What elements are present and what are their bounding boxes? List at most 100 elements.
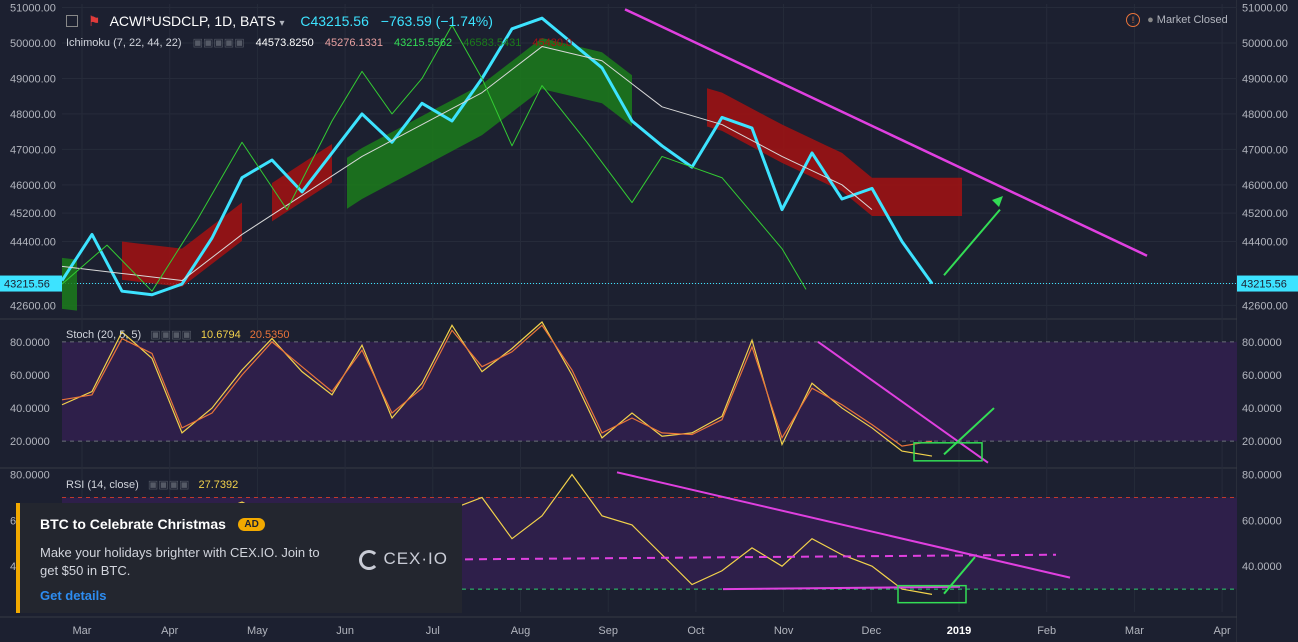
x-tick-label: May [247, 625, 268, 637]
x-tick-label: Sep [598, 625, 618, 637]
stoch-y-tick-label: 80.0000 [10, 337, 50, 349]
rsi-y-tick-label: 80.0000 [10, 470, 50, 482]
drawings [464, 8, 1148, 604]
ad-badge: AD [238, 518, 265, 531]
stoch-d-value: 20.5350 [249, 329, 290, 341]
cloud-segment [272, 144, 332, 222]
stoch-series-1 [61, 324, 933, 447]
x-tick-label: 2019 [947, 625, 971, 637]
x-tick-label: Mar [1125, 625, 1144, 637]
cloud-segment [122, 202, 242, 287]
series-line-1 [61, 46, 873, 282]
symbol-header[interactable]: ⚑ ACWI*USDCLP, 1D, BATS ▾ C43215.56 −763… [66, 13, 493, 30]
y-tick-label: 45200.00 [1242, 208, 1288, 220]
ichimoku-value-2: 45276.1331 [324, 37, 383, 49]
ad-link[interactable]: Get details [40, 588, 107, 603]
series-line-0 [60, 16, 934, 297]
ichimoku-value-4: 46583.5431 [463, 37, 522, 49]
ichimoku-value-5: 45430.0 [532, 37, 573, 49]
price-tag-label: 43215.56 [1241, 279, 1287, 291]
ad-title-text[interactable]: BTC to Celebrate Christmas [40, 516, 226, 532]
x-tick-label: Aug [511, 625, 531, 637]
cloud-segment [347, 38, 632, 209]
y-tick-label: 48000.00 [1242, 109, 1288, 121]
stoch-y-tick-label: 20.0000 [1242, 436, 1282, 448]
rsi-y-tick-label: 60.0000 [1242, 515, 1282, 527]
rsi-dashed-level [464, 553, 1057, 561]
stoch-y-tick-label: 60.0000 [10, 370, 50, 382]
rsi-value: 27.7392 [198, 479, 239, 491]
rsi-legend[interactable]: RSI (14, close) ▣▣▣▣ 27.7392 [66, 478, 238, 491]
stoch-k-value: 10.6794 [200, 329, 241, 341]
x-tick-label: Nov [774, 625, 794, 637]
price-axis [1237, 0, 1298, 642]
ad-body: Make your holidays brighter with CEX.IO.… [40, 545, 320, 578]
symbol-label[interactable]: ACWI*USDCLP, 1D, BATS [109, 13, 276, 29]
stoch-y-tick-label: 20.0000 [10, 436, 50, 448]
price-tag-label: 43215.56 [4, 279, 50, 291]
ichimoku-cloud [62, 38, 962, 311]
rsi-support-line [722, 585, 961, 591]
y-tick-label: 44400.00 [10, 237, 56, 249]
trendline [624, 8, 1148, 257]
cex-logo[interactable]: CEX·IO [359, 549, 448, 570]
cloud-segment [707, 88, 962, 217]
y-tick-label: 50000.00 [1242, 38, 1288, 50]
stoch-band [62, 341, 1237, 442]
ichimoku-value-3: 43215.5562 [394, 37, 453, 49]
rsi-y-tick-label: 40.0000 [1242, 561, 1282, 573]
ad-popup[interactable]: BTC to Celebrate Christmas AD Make your … [16, 503, 462, 613]
y-tick-label: 49000.00 [10, 73, 56, 85]
x-tick-label: Feb [1037, 625, 1056, 637]
y-tick-label: 47000.00 [1242, 144, 1288, 156]
stoch-y-tick-label: 60.0000 [1242, 370, 1282, 382]
x-tick-label: Oct [687, 625, 704, 637]
dropdown-icon[interactable]: ▾ [279, 18, 285, 29]
y-tick-label: 46000.00 [1242, 180, 1288, 192]
stoch-y-tick-label: 40.0000 [10, 403, 50, 415]
y-tick-label: 46000.00 [10, 180, 56, 192]
chart-type-icon[interactable] [66, 15, 78, 27]
stoch-highlight-box [913, 442, 983, 462]
ad-title[interactable]: BTC to Celebrate Christmas AD [40, 516, 442, 534]
status-dot-icon: ● [1147, 14, 1154, 26]
rsi-label[interactable]: RSI (14, close) [66, 479, 139, 491]
stoch-arrow [943, 407, 995, 456]
settings-icons[interactable]: ▣▣▣▣▣ [192, 37, 245, 49]
y-tick-label: 42600.00 [1242, 300, 1288, 312]
arrow-line [943, 208, 1001, 276]
y-tick-label: 51000.00 [10, 3, 56, 15]
stoch-legend[interactable]: Stoch (20, 5, 5) ▣▣▣▣ 10.6794 20.5350 [66, 328, 290, 341]
y-tick-label: 44400.00 [1242, 237, 1288, 249]
ichimoku-value-1: 44573.8250 [255, 37, 314, 49]
ichimoku-label[interactable]: Ichimoku (7, 22, 44, 22) [66, 37, 182, 49]
cex-logo-icon [359, 550, 380, 570]
market-status: ! ● Market Closed [1126, 13, 1228, 27]
y-tick-label: 48000.00 [10, 109, 56, 121]
stoch-settings-icons[interactable]: ▣▣▣▣ [150, 329, 192, 341]
ichimoku-legend[interactable]: Ichimoku (7, 22, 44, 22) ▣▣▣▣▣ 44573.825… [66, 36, 572, 49]
x-tick-label: Mar [73, 625, 92, 637]
y-tick-label: 45200.00 [10, 208, 56, 220]
stoch-label[interactable]: Stoch (20, 5, 5) [66, 329, 142, 341]
oscillators [61, 321, 1237, 595]
x-tick-label: Jul [426, 625, 440, 637]
price-label: C43215.56 [300, 13, 369, 29]
stoch-series-0 [61, 321, 933, 457]
stoch-y-tick-label: 80.0000 [1242, 337, 1282, 349]
warning-icon[interactable]: ! [1126, 13, 1140, 27]
rsi-settings-icons[interactable]: ▣▣▣▣ [147, 479, 190, 491]
y-tick-label: 50000.00 [10, 38, 56, 50]
flag-icon[interactable]: ⚑ [87, 13, 101, 29]
change-label: −763.59 (−1.74%) [380, 13, 493, 29]
rsi-arrow [943, 556, 976, 595]
x-tick-label: Apr [1214, 625, 1231, 637]
stoch-y-tick-label: 40.0000 [1242, 403, 1282, 415]
series-line-2 [61, 24, 807, 292]
arrow-head [992, 196, 1003, 207]
y-tick-label: 51000.00 [1242, 3, 1288, 15]
y-tick-label: 49000.00 [1242, 73, 1288, 85]
price-tag [1237, 275, 1298, 292]
y-tick-label: 47000.00 [10, 144, 56, 156]
